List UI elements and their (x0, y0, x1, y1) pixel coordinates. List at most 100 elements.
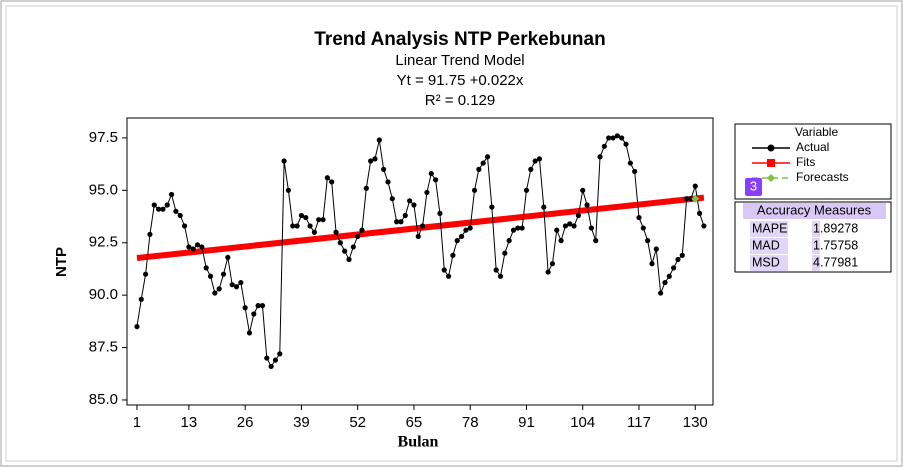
actual-point (199, 244, 205, 250)
actual-point (640, 225, 646, 231)
highlight (750, 221, 788, 237)
chart-title: Trend Analysis NTP Perkebunan (314, 29, 605, 50)
actual-point (580, 187, 586, 193)
actual-point (675, 256, 681, 263)
actual-point (692, 183, 698, 189)
actual-point (268, 363, 274, 370)
actual-point (281, 158, 287, 164)
y-tick-label: 92.5 (89, 234, 118, 251)
actual-point (264, 355, 270, 361)
highlight (812, 221, 820, 237)
actual-point (588, 225, 594, 231)
actual-point (458, 233, 465, 240)
actual-point (432, 177, 439, 183)
actual-point (606, 135, 612, 141)
legend-title: Variable (795, 125, 838, 139)
actual-point (333, 229, 339, 235)
y-axis-label: NTP (53, 247, 70, 277)
actual-point (696, 210, 703, 216)
actual-point (523, 187, 530, 193)
actual-point (510, 227, 517, 233)
actual-point (571, 223, 577, 229)
actual-point (168, 191, 175, 198)
actual-point (506, 238, 512, 244)
actual-point (355, 233, 361, 240)
actual-point (225, 254, 231, 261)
actual-point (683, 196, 690, 202)
actual-point (671, 265, 677, 271)
actual-point (407, 198, 413, 204)
actual-point (173, 208, 179, 214)
actual-point (324, 175, 330, 181)
actual-point (445, 273, 452, 279)
actual-point (359, 227, 365, 233)
actual-point (679, 252, 685, 258)
actual-point (363, 185, 369, 191)
actual-point (597, 154, 603, 160)
legend-marker (767, 174, 775, 182)
x-tick-label: 78 (462, 414, 479, 431)
actual-point (658, 290, 664, 296)
actual-point (497, 273, 504, 279)
actual-point (303, 214, 309, 221)
actual-point (502, 250, 508, 256)
x-tick-label: 52 (349, 414, 366, 431)
actual-point (238, 279, 244, 286)
x-tick-label: 130 (683, 414, 708, 431)
actual-point (216, 286, 222, 292)
actual-point (186, 244, 192, 250)
actual-point (575, 212, 582, 219)
legend-label: Forecasts (796, 170, 849, 184)
measure-value: 4.77981 (813, 255, 858, 269)
actual-point (337, 240, 343, 246)
actual-point (381, 166, 387, 172)
x-tick-label: 13 (181, 414, 198, 431)
actual-point (545, 269, 551, 275)
actual-point (519, 225, 525, 231)
actual-point (394, 219, 400, 225)
actual-point (653, 246, 659, 252)
actual-point (329, 179, 335, 185)
x-tick-label: 117 (627, 414, 651, 431)
actual-point (376, 137, 382, 143)
actual-point (450, 252, 456, 258)
measure-name: MAPE (752, 221, 787, 235)
highlight (812, 238, 820, 254)
actual-point (419, 223, 426, 229)
measure-value: 1.89278 (813, 221, 858, 235)
actual-point (489, 204, 495, 210)
accuracy-title: Accuracy Measures (757, 202, 872, 217)
highlight (750, 238, 788, 254)
actual-point (463, 227, 469, 233)
actual-point (320, 217, 326, 223)
r-squared: R² = 0.129 (425, 92, 495, 109)
highlight (812, 255, 820, 271)
actual-point (342, 248, 348, 254)
actual-point (177, 212, 183, 219)
fits-line (136, 194, 705, 262)
y-tick-label: 85.0 (89, 391, 118, 408)
actual-point (536, 156, 543, 162)
x-axis-label: Bulan (398, 434, 439, 451)
actual-point (229, 282, 235, 288)
actual-point (471, 187, 478, 193)
actual-point (484, 154, 491, 160)
measure-name: MAD (752, 238, 780, 252)
actual-point (467, 225, 473, 231)
actual-point (627, 160, 633, 166)
actual-point (307, 223, 313, 229)
actual-point (385, 179, 391, 185)
actual-point (558, 238, 564, 244)
actual-point (541, 204, 547, 210)
actual-point (623, 141, 629, 147)
y-tick-label: 90.0 (89, 286, 118, 303)
actual-point (636, 214, 642, 221)
x-tick-label: 1 (133, 414, 141, 431)
actual-point (212, 290, 218, 296)
badge (745, 178, 762, 196)
actual-point (614, 133, 620, 139)
actual-point (398, 219, 404, 225)
x-tick-label: 39 (293, 414, 310, 431)
actual-point (203, 265, 209, 271)
y-tick-label: 97.5 (89, 129, 118, 146)
